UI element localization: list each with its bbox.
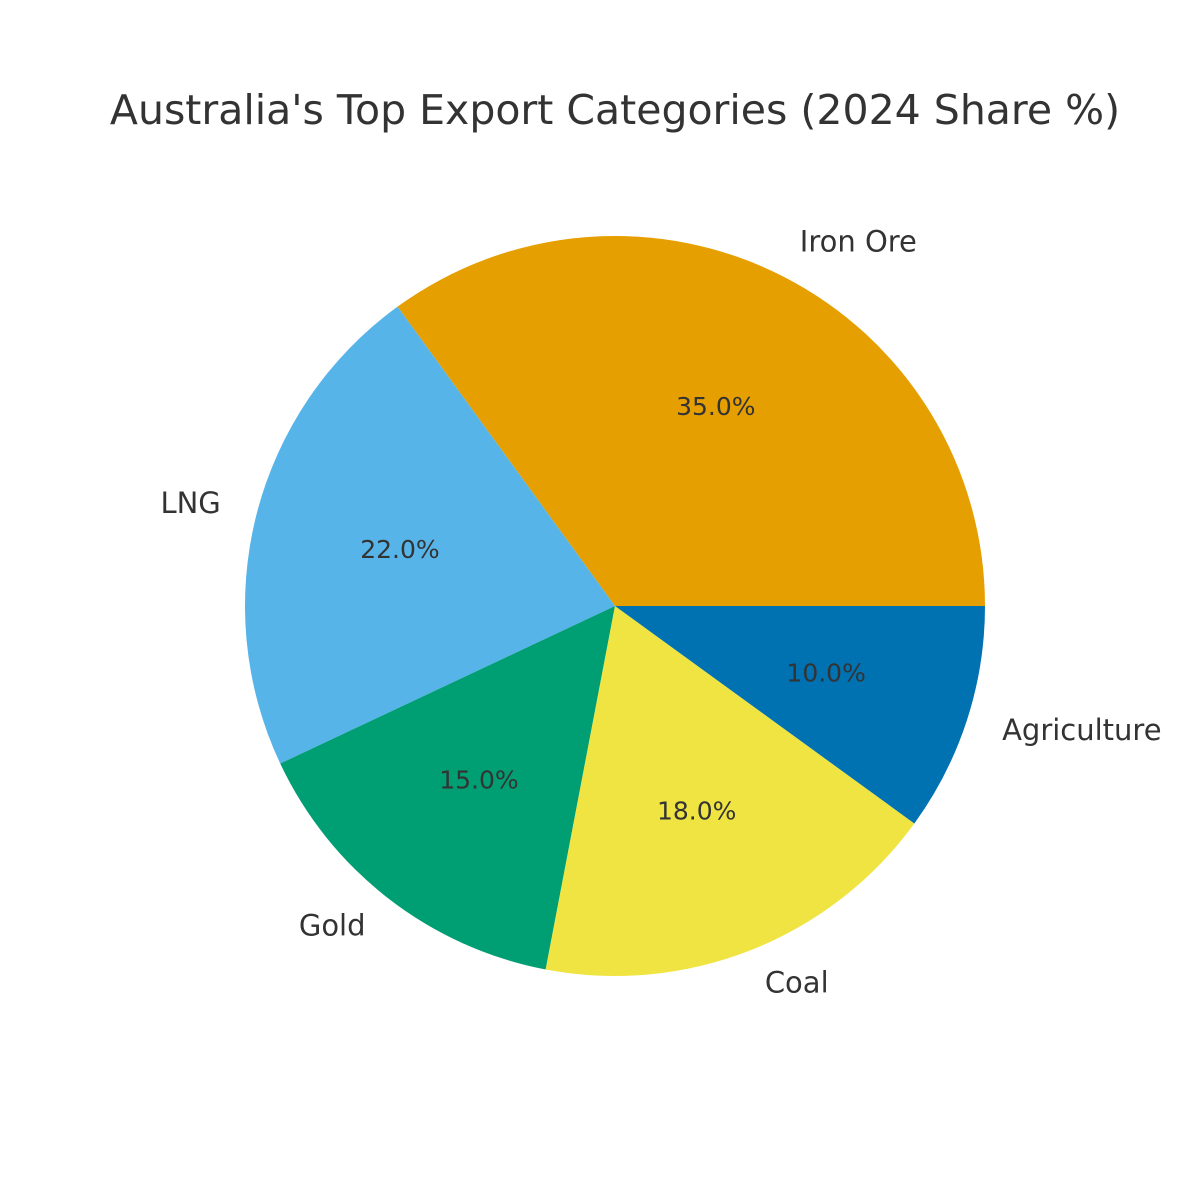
pie-slice — [615, 606, 985, 824]
pie-slice — [545, 606, 915, 976]
chart-title: Australia's Top Export Categories (2024 … — [110, 86, 1120, 134]
slice-label: Iron Ore — [800, 224, 917, 258]
slice-label: LNG — [160, 486, 220, 520]
slice-label: Coal — [765, 965, 829, 999]
percent-label: 35.0% — [676, 392, 755, 421]
pie-slice — [244, 306, 615, 764]
percent-label: 10.0% — [786, 659, 865, 688]
percent-label: 22.0% — [360, 535, 439, 564]
pie-slice — [280, 606, 615, 970]
percent-label: 18.0% — [657, 796, 736, 825]
slice-label: Gold — [299, 909, 366, 943]
percent-label: 15.0% — [439, 765, 518, 794]
slice-label: Agriculture — [1002, 713, 1162, 747]
pie-slice — [397, 236, 985, 606]
